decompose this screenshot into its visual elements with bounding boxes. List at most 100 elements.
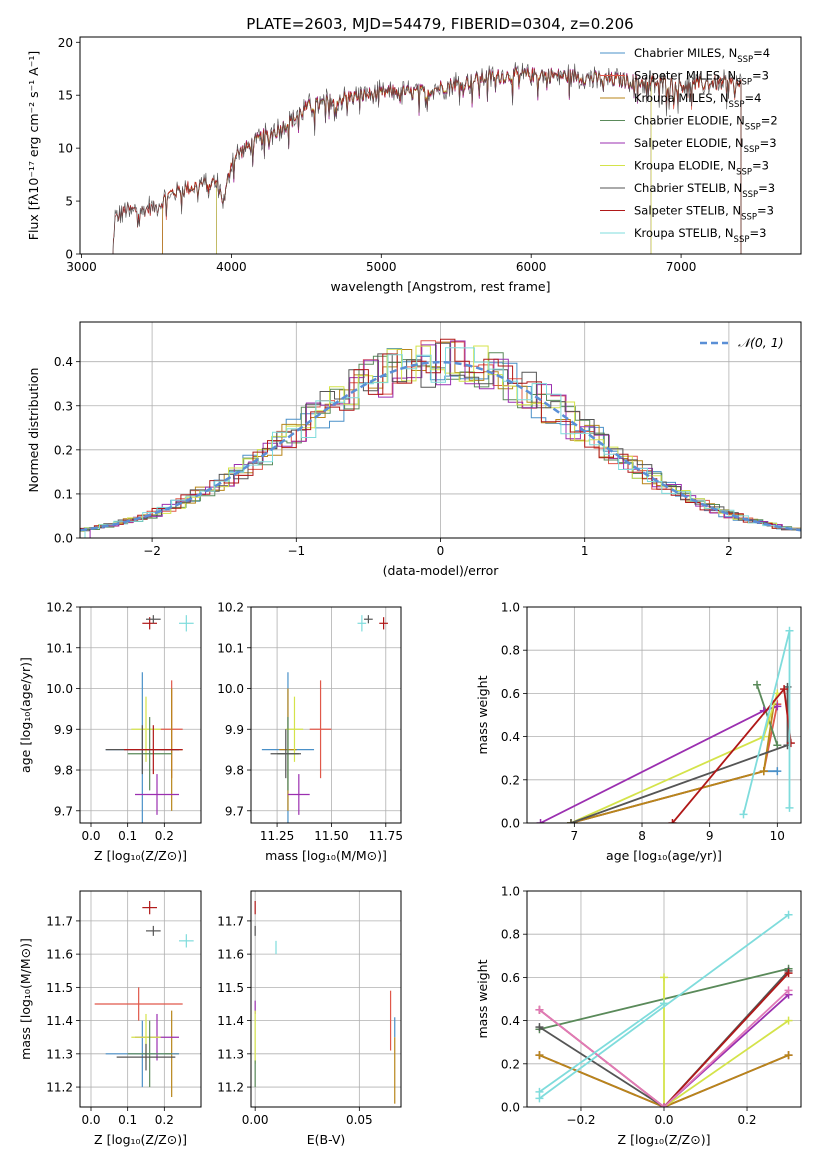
y-tick-label: 10.0: [46, 682, 73, 696]
legend-entry: Salpeter ELODIE, NSSP=3: [634, 136, 777, 155]
weights-vs-Z-plot-area: [535, 910, 793, 1107]
x-axis-label: (data-model)/error: [383, 563, 500, 578]
weight-line: [538, 989, 790, 1107]
residual-legend: 𝒩(0, 1): [700, 335, 784, 350]
mass-vs-EBV-axes: 0.00 0.05 11.2 11.3 11.4 11.5 11.6 11.7 E(B-V): [217, 890, 402, 1147]
y-tick-label: 11.5: [46, 981, 73, 995]
histogram-series: [80, 342, 796, 532]
y-tick-label: 1.0: [501, 885, 520, 899]
y-tick-label: 11.2: [46, 1081, 73, 1095]
y-tick-label: 15: [58, 89, 73, 103]
weight-line: [570, 704, 775, 823]
y-axis-label: mass [log₁₀(M/M⊙)]: [18, 938, 33, 1060]
legend-entry: Chabrier ELODIE, NSSP=2: [634, 114, 778, 133]
y-tick-label: 20: [58, 36, 73, 50]
weights-vs-age-panel: 7 8 9 10 0.0 0.2 0.4 0.6 0.8 1.0 age [log₁₀(age/yr…: [475, 601, 802, 863]
x-axis-label: age [log₁₀(age/yr)]: [606, 848, 722, 863]
y-tick-label: 10.1: [217, 641, 244, 655]
x-tick-label: 7: [571, 829, 579, 843]
y-axis-label: mass weight: [475, 959, 490, 1038]
age-vs-Z-plot-area: [105, 615, 194, 823]
y-tick-label: 9.9: [225, 723, 244, 737]
legend-entry: Kroupa MILES, NSSP=4: [634, 91, 761, 110]
y-tick-label: 0.0: [501, 1101, 520, 1115]
figure-title: PLATE=2603, MJD=54479, FIBERID=0304, z=0…: [246, 15, 633, 33]
y-tick-label: 11.3: [217, 1047, 244, 1061]
x-tick-label: 9: [706, 829, 714, 843]
x-axis-label: mass [log₁₀(M/M⊙)]: [265, 848, 387, 863]
y-tick-label: 10.1: [46, 641, 73, 655]
mass-vs-EBV-plot-area: [254, 900, 396, 1104]
x-axis-label: Z [log₁₀(Z/Z⊙)]: [94, 848, 187, 863]
age-vs-Z-panel: 0.0 0.1 0.2 9.7 9.8 9.9 10.0 10.1 10.2 Z [log₁₀(Z…: [18, 601, 202, 863]
weight-line: [539, 970, 790, 1107]
y-tick-label: 11.3: [46, 1047, 73, 1061]
weights-vs-Z-axes: −0.2 0.0 0.2 0.0 0.2 0.4 0.6 0.8 1.0 Z [log₁₀(Z/Z…: [475, 885, 802, 1147]
weight-line: [742, 630, 791, 815]
x-tick-label: 6000: [516, 260, 547, 274]
y-tick-label: 9.8: [225, 764, 244, 778]
axes-frame: [79, 606, 202, 824]
weight-line: [570, 686, 789, 823]
axes-frame: [250, 890, 402, 1108]
y-tick-label: 1.0: [501, 601, 520, 615]
weight-line: [756, 684, 779, 746]
age-vs-Z-axes: 0.0 0.1 0.2 9.7 9.8 9.9 10.0 10.1 10.2 Z [log₁₀(Z…: [18, 601, 202, 863]
weight-line: [539, 1054, 789, 1107]
x-tick-label: −2: [143, 544, 161, 558]
y-tick-label: 0.6: [501, 687, 520, 701]
age-vs-mass-plot-area: [261, 615, 388, 823]
x-tick-label: 1: [581, 544, 589, 558]
weight-line: [540, 705, 778, 823]
y-tick-label: 9.7: [225, 804, 244, 818]
y-tick-label: 0.8: [501, 644, 520, 658]
y-tick-label: 11.2: [217, 1081, 244, 1095]
age-vs-mass-panel: 11.25 11.50 11.75 9.7 9.8 9.9 10.0 10.1 10.2 mass…: [217, 601, 403, 864]
x-tick-label: 0.2: [155, 829, 174, 843]
y-tick-label: 11.7: [217, 914, 244, 928]
x-tick-label: 0.1: [118, 1113, 137, 1127]
residual-distribution-axes: −2 −1 0 1 2 0.0 0.1 0.2 0.3 0.4 (data-model)/error…: [26, 321, 802, 578]
x-tick-label: −1: [287, 544, 305, 558]
x-tick-label: 0.0: [81, 829, 100, 843]
y-tick-label: 0: [65, 248, 73, 262]
axes-frame: [250, 606, 402, 824]
y-tick-label: 0.3: [54, 399, 73, 413]
spectrum-plot-area: [112, 62, 742, 254]
mass-vs-Z-axes: 0.0 0.1 0.2 11.2 11.3 11.4 11.5 11.6 11.7 Z [log₁…: [18, 890, 202, 1147]
x-tick-label: 4000: [216, 260, 247, 274]
x-tick-label: 0.2: [155, 1113, 174, 1127]
axes-frame: [79, 890, 202, 1108]
y-tick-label: 0.0: [501, 817, 520, 831]
spectrum-axes: 3000 4000 5000 6000 7000 0 5 10 15 20 wavelength […: [26, 36, 802, 294]
spectrum-line: [112, 62, 742, 254]
y-tick-label: 9.7: [54, 804, 73, 818]
x-axis-label: E(B-V): [307, 1132, 346, 1147]
y-tick-label: 10.2: [46, 601, 73, 615]
x-tick-label: 11.75: [369, 829, 403, 843]
y-axis-label: mass weight: [475, 675, 490, 754]
weights-vs-age-plot-area: [536, 626, 795, 823]
x-tick-label: 7000: [666, 260, 697, 274]
x-tick-label: 0.1: [118, 829, 137, 843]
mass-vs-Z-plot-area: [94, 900, 194, 1098]
legend-entry: Chabrier MILES, NSSP=4: [634, 46, 770, 65]
y-tick-label: 11.5: [217, 981, 244, 995]
y-tick-label: 11.4: [46, 1014, 73, 1028]
residual-distribution-panel: −2 −1 0 1 2 0.0 0.1 0.2 0.3 0.4 (data-model)/error…: [26, 321, 802, 578]
legend-entry: Kroupa ELODIE, NSSP=3: [634, 159, 769, 178]
y-axis-label: Normed distribution: [26, 368, 41, 493]
x-axis-label: Z [log₁₀(Z/Z⊙)]: [618, 1132, 711, 1147]
x-tick-label: 3000: [66, 260, 97, 274]
histogram-series: [80, 338, 801, 538]
y-tick-label: 0.4: [501, 1014, 520, 1028]
y-tick-label: 0.2: [54, 443, 73, 457]
x-tick-label: 11.25: [260, 829, 294, 843]
y-tick-label: 9.9: [54, 723, 73, 737]
legend-entry: Chabrier STELIB, NSSP=3: [634, 181, 775, 200]
y-tick-label: 0.6: [501, 971, 520, 985]
x-axis-label: wavelength [Angstrom, rest frame]: [330, 279, 550, 294]
axes-frame: [526, 606, 802, 824]
legend-entry: Salpeter STELIB, NSSP=3: [634, 204, 774, 223]
